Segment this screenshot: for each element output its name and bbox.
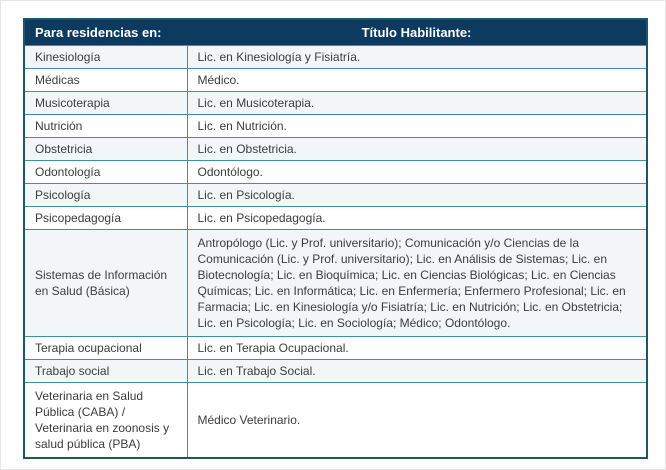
residencia-cell: Terapia ocupacional xyxy=(23,336,188,360)
residencia-cell: Psicología xyxy=(23,183,188,207)
table-row: Trabajo social Lic. en Trabajo Social. xyxy=(23,359,648,383)
residencias-table: Para residencias en: Título Habilitante:… xyxy=(23,18,648,459)
table-row: Psicología Lic. en Psicología. xyxy=(23,183,648,207)
residencia-cell: Kinesiología xyxy=(23,45,188,69)
titulo-cell: Lic. en Terapia Ocupacional. xyxy=(186,336,648,360)
residencia-cell: Médicas xyxy=(23,68,188,92)
residencia-cell: Nutrición xyxy=(23,114,188,138)
titulo-cell: Médico Veterinario. xyxy=(186,382,648,459)
titulo-cell: Lic. en Nutrición. xyxy=(186,114,648,138)
table-row: Terapia ocupacional Lic. en Terapia Ocup… xyxy=(23,336,648,360)
table-row: Kinesiología Lic. en Kinesiología y Fisi… xyxy=(23,45,648,69)
residencia-cell: Psicopedagogía xyxy=(23,206,188,230)
titulo-cell: Lic. en Obstetricia. xyxy=(186,137,648,161)
titulo-cell: Lic. en Psicología. xyxy=(186,183,648,207)
header-titulo-habilitante: Título Habilitante: xyxy=(187,19,647,46)
header-para-residencias: Para residencias en: xyxy=(24,19,187,46)
titulo-cell: Antropólogo (Lic. y Prof. universitario)… xyxy=(186,229,648,337)
titulo-cell: Lic. en Musicoterapia. xyxy=(186,91,648,115)
table-row-sistemas: Sistemas de Información en Salud (Básica… xyxy=(23,229,648,337)
titulo-cell: Médico. xyxy=(186,68,648,92)
residencia-cell: Odontología xyxy=(23,160,188,184)
table-row-veterinaria: Veterinaria en Salud Pública (CABA) / Ve… xyxy=(23,382,648,459)
table-header-row: Para residencias en: Título Habilitante: xyxy=(24,19,647,46)
table-row: Odontología Odontólogo. xyxy=(23,160,648,184)
table-row: Nutrición Lic. en Nutrición. xyxy=(23,114,648,138)
titulo-cell: Lic. en Trabajo Social. xyxy=(186,359,648,383)
table-row: Psicopedagogía Lic. en Psicopedagogía. xyxy=(23,206,648,230)
residencia-cell: Musicoterapia xyxy=(23,91,188,115)
residencia-cell: Trabajo social xyxy=(23,359,188,383)
titulo-cell: Lic. en Psicopedagogía. xyxy=(186,206,648,230)
table-row: Médicas Médico. xyxy=(23,68,648,92)
residencia-cell: Obstetricia xyxy=(23,137,188,161)
titulo-cell: Odontólogo. xyxy=(186,160,648,184)
table-row: Obstetricia Lic. en Obstetricia. xyxy=(23,137,648,161)
residencia-cell: Sistemas de Información en Salud (Básica… xyxy=(23,229,188,337)
titulo-cell: Lic. en Kinesiología y Fisiatría. xyxy=(186,45,648,69)
table-row: Musicoterapia Lic. en Musicoterapia. xyxy=(23,91,648,115)
residencia-cell: Veterinaria en Salud Pública (CABA) / Ve… xyxy=(23,382,188,459)
